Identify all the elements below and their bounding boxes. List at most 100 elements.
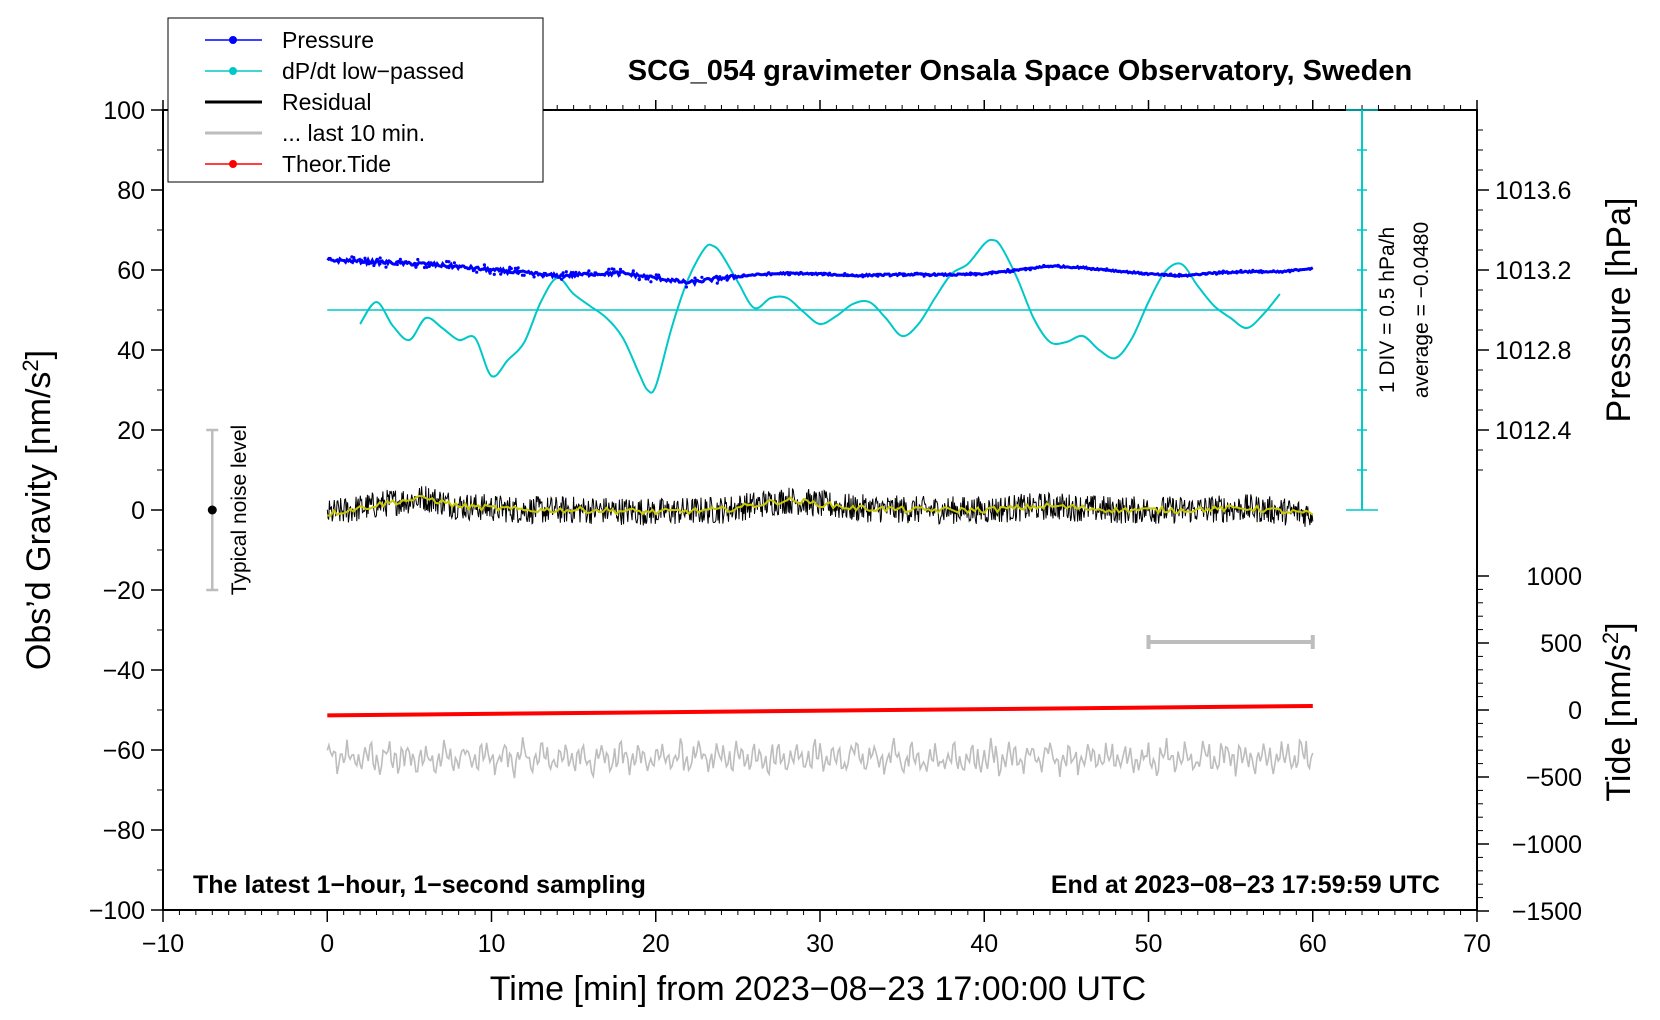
pressure-point [888,274,892,278]
y-left-tick-label: 60 [117,257,145,285]
x-tick-label: 40 [970,930,998,958]
pressure-point [714,274,719,278]
y-left-tick-label: 0 [131,497,145,525]
pressure-point [607,267,611,271]
y-left-tick-label: −80 [103,817,145,845]
pressure-point [482,263,486,267]
pressure-point [386,259,390,264]
y-left-tick-label: −40 [103,657,145,685]
noise-label: Typical noise level [228,425,251,595]
pressure-point [861,275,865,279]
pressure-point [1008,270,1012,274]
pressure-point [684,285,689,289]
y-left-tick-label: −60 [103,737,145,765]
pressure-point [948,272,952,276]
pressure-point [631,269,635,273]
dpdt-series-line [359,238,1281,394]
pressure-point [657,273,661,277]
last10-series-line [326,737,1314,780]
pressure-point [416,257,420,262]
y-left-tick-label: 40 [117,337,145,365]
pressure-point [810,272,814,277]
pressure-point [933,272,937,276]
pressure-point [1162,273,1166,278]
annotation-bottom-right: End at 2023−08−23 17:59:59 UTC [1051,871,1440,899]
pressure-point [1056,263,1060,267]
pressure-point [516,266,520,270]
y-right-pressure-label: Pressure [hPa] [1600,198,1638,423]
pressure-point [673,279,677,283]
pressure-point [845,273,850,277]
y-left-axis-label: Obs’d Gravity [nm/s2] [18,350,59,670]
pressure-point [700,275,704,279]
x-tick-label: 10 [478,930,506,958]
pressure-point [1257,270,1261,274]
pressure-point [395,262,399,267]
legend-label: dP/dt low−passed [282,58,464,84]
pressure-point [363,256,367,260]
pressure-point [995,270,999,275]
pressure-point [919,272,924,276]
pressure-point [561,271,565,275]
pressure-point [422,265,427,270]
pressure-point [745,274,749,278]
pressure-point [715,281,719,285]
y-left-tick-label: 20 [117,417,145,445]
y-left-tick-label: 100 [103,97,145,125]
pressure-point [398,257,402,261]
pressure-point [799,270,803,275]
average-label: average = −0.0480 [1410,222,1433,398]
pressure-point [793,272,797,276]
pressure-point [1239,268,1243,273]
pressure-point [328,256,332,261]
axis-ticks: −10 0 10 20 30 40 50 60 70100806040200−20−40−60−… [89,97,1582,958]
pressure-point [1096,267,1100,271]
pressure-point [767,271,771,275]
legend-marker [229,160,237,168]
pressure-point [1251,268,1255,272]
pressure-point [587,269,591,273]
pressure-point [1226,271,1230,275]
pressure-point [902,274,906,278]
pressure-point [644,277,648,281]
x-tick-label: 0 [320,930,334,958]
pressure-point [928,274,932,278]
pressure-point [693,276,697,280]
pressure-point [922,274,926,278]
chart-decorations [206,109,1379,649]
pressure-point [532,275,536,279]
pressure-point [742,273,746,277]
pressure-point [489,269,493,273]
pressure-point [1047,265,1051,269]
pressure-tick-label: 1013.6 [1495,177,1571,205]
pressure-point [445,259,449,264]
pressure-point [1139,271,1143,275]
chart-title: SCG_054 gravimeter Onsala Space Observat… [628,55,1412,87]
pressure-point [874,273,878,277]
pressure-point [1217,270,1221,274]
tide-tick-label: −1500 [1512,898,1582,926]
div-label: 1 DIV = 0.5 hPa/h [1376,227,1399,393]
x-tick-label: 30 [806,930,834,958]
pressure-point [725,278,729,282]
pressure-point [769,273,773,277]
pressure-point [968,271,973,275]
pressure-point [589,272,593,276]
pressure-point [940,272,944,276]
x-tick-label: −10 [142,930,184,958]
pressure-point [1173,274,1177,278]
pressure-point [1271,269,1276,273]
pressure-point [475,270,479,274]
pressure-point [1033,266,1037,270]
x-tick-label: 20 [642,930,670,958]
pressure-point [1169,272,1173,276]
y-right-tide-label: Tide [nm/s2] [1598,622,1639,801]
pressure-point [472,267,477,272]
tide-tick-label: 1000 [1526,563,1582,591]
pressure-point [925,273,929,277]
pressure-point [414,265,418,269]
pressure-point [429,261,433,265]
pressure-point [499,272,503,276]
pressure-point [1089,267,1093,272]
